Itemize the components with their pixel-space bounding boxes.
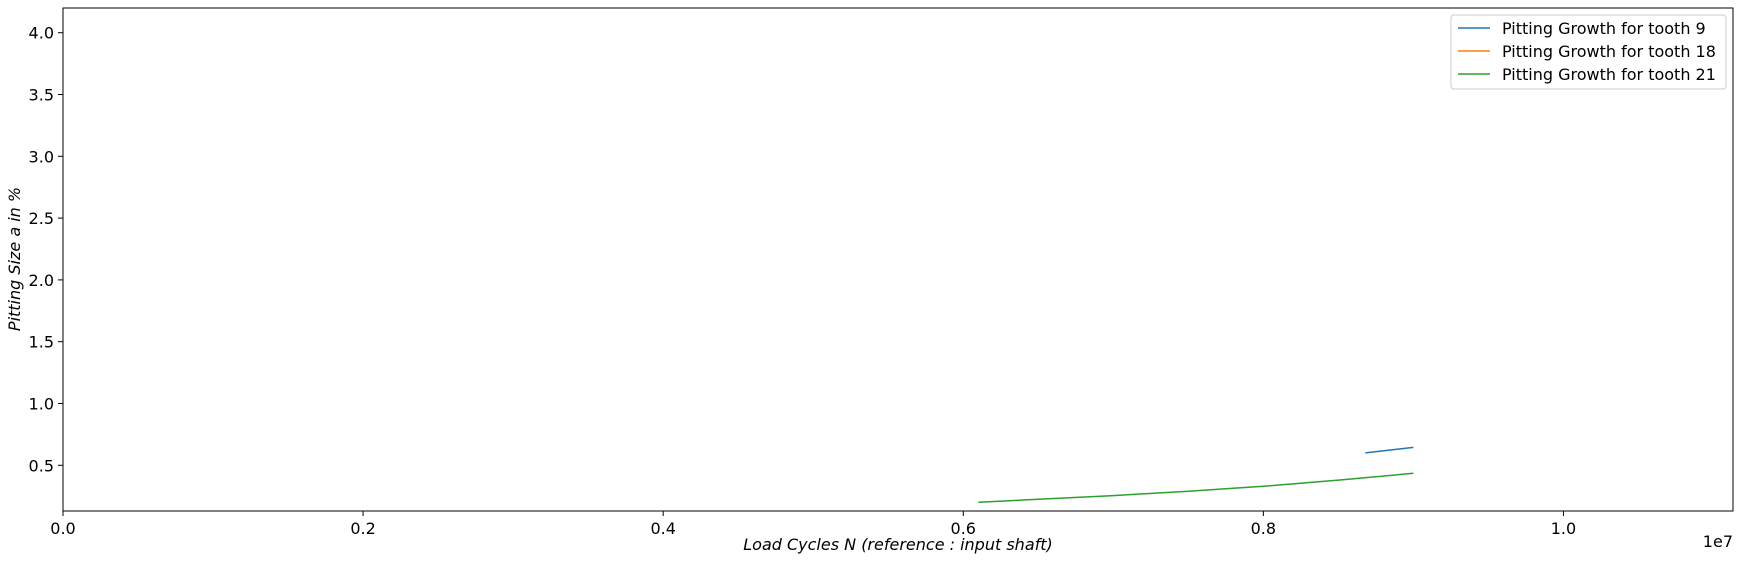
y-tick-label: 3.0	[29, 147, 54, 166]
y-tick-label: 3.5	[29, 86, 54, 105]
x-tick-label: 0.4	[650, 519, 675, 538]
y-tick-label: 1.0	[29, 394, 54, 413]
x-axis-offset-label: 1e7	[1703, 532, 1733, 551]
legend-box	[1450, 14, 1727, 90]
legend-label: Pitting Growth for tooth 9	[1502, 19, 1706, 38]
x-axis-ticks: 0.0 0.2 0.4 0.6 0.8 1.0	[50, 511, 1576, 538]
legend-label: Pitting Growth for tooth 18	[1502, 42, 1716, 61]
y-axis-ticks: 0.5 1.0 1.5 2.0 2.5 3.0 3.5 4.0	[29, 24, 63, 475]
legend: Pitting Growth for tooth 9 Pitting Growth…	[1450, 14, 1727, 90]
y-tick-label: 0.5	[29, 456, 54, 475]
y-axis-label: Pitting Size a in %	[5, 187, 24, 331]
x-tick-label: 0.0	[50, 519, 75, 538]
y-tick-label: 2.5	[29, 209, 54, 228]
x-tick-label: 1.0	[1551, 519, 1576, 538]
series-layer	[978, 446, 1414, 504]
x-tick-label: 0.8	[1251, 519, 1276, 538]
x-axis-label: Load Cycles N (reference : input shaft)	[743, 535, 1053, 554]
plot-frame	[62, 7, 1734, 512]
series-line-tooth-3	[978, 472, 1414, 504]
series-line-tooth-1	[1365, 446, 1414, 454]
legend-label: Pitting Growth for tooth 21	[1502, 65, 1716, 84]
y-tick-label: 4.0	[29, 24, 54, 43]
y-tick-label: 2.0	[29, 271, 54, 290]
x-tick-label: 0.6	[951, 519, 976, 538]
x-tick-label: 0.2	[350, 519, 375, 538]
y-tick-label: 1.5	[29, 333, 54, 352]
